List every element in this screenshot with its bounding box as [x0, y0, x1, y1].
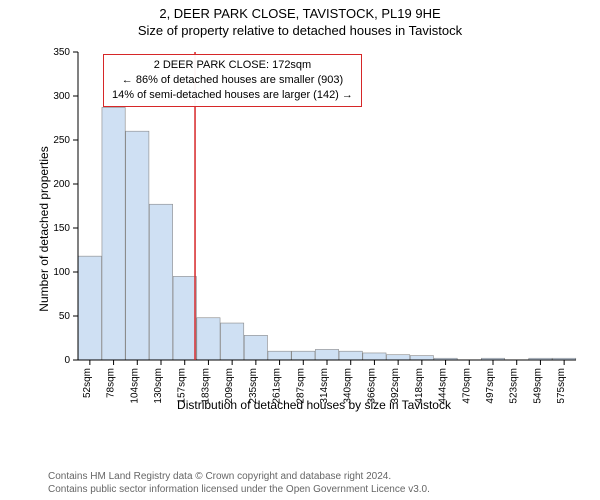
svg-text:350: 350	[53, 47, 70, 58]
svg-text:50: 50	[59, 311, 71, 322]
svg-text:100: 100	[53, 267, 70, 278]
annotation-line2: ← 86% of detached houses are smaller (90…	[112, 73, 353, 88]
svg-text:104sqm: 104sqm	[129, 368, 140, 404]
annotation-line3: 14% of semi-detached houses are larger (…	[112, 88, 353, 103]
svg-text:130sqm: 130sqm	[153, 368, 164, 404]
annotation-line1: 2 DEER PARK CLOSE: 172sqm	[112, 58, 353, 73]
svg-text:300: 300	[53, 91, 70, 102]
property-annotation-box: 2 DEER PARK CLOSE: 172sqm ← 86% of detac…	[103, 54, 362, 107]
x-axis-label: Distribution of detached houses by size …	[177, 398, 451, 412]
footer-line1: Contains HM Land Registry data © Crown c…	[48, 470, 430, 483]
svg-text:150: 150	[53, 223, 70, 234]
svg-text:200: 200	[53, 179, 70, 190]
svg-text:523sqm: 523sqm	[509, 368, 520, 404]
svg-text:0: 0	[64, 355, 70, 366]
chart-title-block: 2, DEER PARK CLOSE, TAVISTOCK, PL19 9HE …	[0, 0, 600, 38]
svg-text:52sqm: 52sqm	[82, 368, 93, 398]
svg-text:549sqm: 549sqm	[532, 368, 543, 404]
title-address: 2, DEER PARK CLOSE, TAVISTOCK, PL19 9HE	[0, 6, 600, 21]
svg-text:250: 250	[53, 135, 70, 146]
svg-text:470sqm: 470sqm	[461, 368, 472, 404]
footer-attribution: Contains HM Land Registry data © Crown c…	[48, 470, 430, 496]
chart-container: Number of detached properties 0501001502…	[48, 44, 580, 414]
svg-text:575sqm: 575sqm	[556, 368, 567, 404]
footer-line2: Contains public sector information licen…	[48, 483, 430, 496]
svg-text:497sqm: 497sqm	[485, 368, 496, 404]
title-subtitle: Size of property relative to detached ho…	[0, 23, 600, 38]
svg-text:78sqm: 78sqm	[106, 368, 117, 398]
